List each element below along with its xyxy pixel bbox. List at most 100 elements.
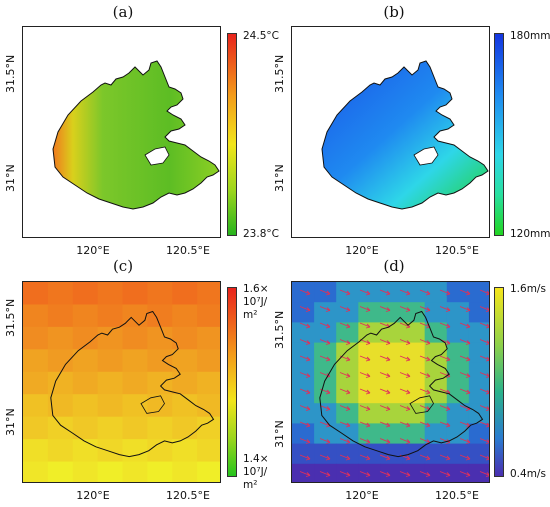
wind-arrow xyxy=(379,355,391,362)
grid-cell xyxy=(122,349,148,373)
wind-arrow xyxy=(359,421,371,428)
grid-cell xyxy=(197,416,220,440)
wind-arrow xyxy=(479,306,489,312)
grid-cell xyxy=(292,282,315,303)
grid-cell xyxy=(314,403,337,424)
grid-cell xyxy=(446,383,470,404)
wind-arrow xyxy=(359,405,371,411)
grid-cell xyxy=(122,304,148,328)
wind-arrow xyxy=(479,289,489,296)
grid-cell xyxy=(47,394,74,418)
grid-cell xyxy=(97,282,123,305)
wind-arrow xyxy=(399,471,411,477)
wind-arrow xyxy=(479,471,489,477)
grid-cell xyxy=(72,439,99,463)
grid-cell xyxy=(47,416,74,440)
wind-arrow xyxy=(479,454,489,461)
wind-arrow xyxy=(339,322,351,329)
grid-cell xyxy=(23,349,49,373)
wind-grid xyxy=(292,282,489,482)
wind-arrow xyxy=(359,306,371,312)
grid-cell xyxy=(23,371,49,395)
map-panel-b xyxy=(291,26,490,238)
grid-cell xyxy=(292,463,315,482)
grid-cell xyxy=(47,326,74,350)
grid-cell xyxy=(468,383,489,404)
wind-arrow xyxy=(299,339,311,345)
grid-cell xyxy=(47,461,74,482)
grid-cell xyxy=(314,322,337,344)
grid-cell xyxy=(468,322,489,344)
grid-cell xyxy=(197,371,220,395)
lake-outline xyxy=(319,310,484,458)
grid-cell xyxy=(197,304,220,328)
grid-cell xyxy=(47,371,74,395)
wind-arrow xyxy=(479,421,489,428)
colorbar-c-min-l1: 1.4× xyxy=(243,453,269,465)
grid-cell xyxy=(358,443,381,465)
grid-cell xyxy=(147,461,173,482)
wind-arrow xyxy=(299,372,311,378)
grid-cell xyxy=(424,342,448,364)
grid-cell xyxy=(402,362,426,384)
wind-arrow xyxy=(319,355,331,362)
wind-arrow xyxy=(439,322,451,329)
grid-cell xyxy=(197,394,220,418)
grid-cell xyxy=(197,282,220,305)
grid-cell xyxy=(72,349,99,373)
wind-arrow xyxy=(459,289,471,296)
colorbar-a-max: 24.5°C xyxy=(243,30,279,42)
wind-arrow xyxy=(319,322,331,329)
grid-cell xyxy=(402,302,426,323)
grid-cell xyxy=(336,282,359,303)
wind-arrow xyxy=(419,421,431,428)
island-outline xyxy=(140,395,165,414)
grid-cell xyxy=(402,383,426,404)
grid-cell xyxy=(402,463,426,482)
grid-cell xyxy=(380,342,404,364)
grid-cell xyxy=(380,463,404,482)
xtick-a-1205: 120.5°E xyxy=(166,244,210,257)
grid-cell xyxy=(122,461,148,482)
grid-cell xyxy=(97,304,123,328)
xtick-b-1205: 120.5°E xyxy=(435,244,479,257)
wind-arrow xyxy=(379,438,391,444)
wind-arrow xyxy=(419,339,431,345)
grid-cell xyxy=(23,282,49,305)
grid-cell xyxy=(380,302,404,323)
panel-a-title: (a) xyxy=(112,3,134,21)
wind-arrow xyxy=(359,355,371,362)
wind-arrow xyxy=(359,471,371,477)
ytick-d-315: 31.5°N xyxy=(273,310,286,349)
grid-cell xyxy=(424,403,448,424)
wind-arrow xyxy=(399,421,411,428)
xtick-b-120: 120°E xyxy=(345,244,379,257)
lake-body xyxy=(321,60,489,210)
wind-arrow xyxy=(419,454,431,461)
wind-arrow xyxy=(359,372,371,378)
grid-cell xyxy=(47,349,74,373)
grid-cell xyxy=(314,423,337,445)
wind-arrow xyxy=(299,322,311,329)
ytick-a-31: 31°N xyxy=(4,164,17,192)
wind-arrow xyxy=(339,454,351,461)
wind-arrow xyxy=(379,289,391,296)
grid-cell xyxy=(358,403,381,424)
colorbar-c-min: 1.4× 10⁷J/ m² xyxy=(243,453,269,492)
grid-cell xyxy=(358,302,381,323)
grid-cell xyxy=(147,349,173,373)
wind-arrow xyxy=(459,438,471,444)
grid-cell xyxy=(446,443,470,465)
grid-cell xyxy=(424,322,448,344)
wind-arrow xyxy=(439,471,451,477)
grid-cell xyxy=(468,342,489,364)
wind-arrow xyxy=(299,306,311,312)
grid-cell xyxy=(336,403,359,424)
colorbar-c-max: 1.6× 10⁷J/ m² xyxy=(243,283,269,322)
grid-cell xyxy=(97,461,123,482)
wind-arrow xyxy=(379,372,391,378)
panel-d-title: (d) xyxy=(383,257,405,275)
wind-arrow xyxy=(319,306,331,312)
wind-arrow xyxy=(419,306,431,312)
grid-cell xyxy=(424,443,448,465)
